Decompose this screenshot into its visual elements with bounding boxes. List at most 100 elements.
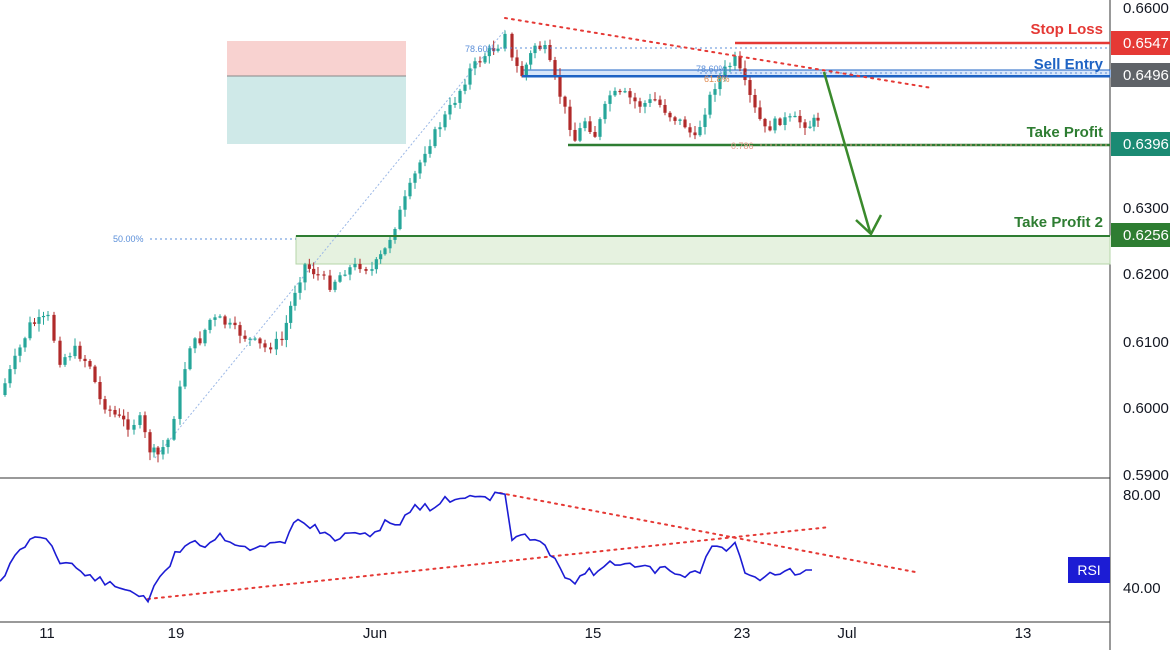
- candle-body: [768, 126, 772, 131]
- candle-body: [510, 33, 514, 58]
- candle-body: [253, 338, 257, 340]
- candle-body: [13, 355, 17, 370]
- candle-body: [458, 90, 462, 103]
- rsi-tick-80: 80.00: [1123, 487, 1161, 504]
- candle-body: [693, 132, 697, 136]
- candle-body: [8, 369, 12, 384]
- candle-body: [783, 117, 787, 125]
- candle-body: [218, 316, 222, 318]
- fib-label-618: 61.8%: [704, 74, 730, 84]
- projection-arrow-head: [855, 214, 883, 237]
- candle-body: [413, 173, 417, 183]
- time-tick-19: 19: [168, 625, 185, 642]
- sell-entry-price-tag: [1111, 63, 1170, 87]
- candle-body: [322, 274, 326, 276]
- price-tick-0610: 0.6100: [1123, 334, 1169, 351]
- candle-body: [93, 366, 97, 383]
- candle-body: [258, 338, 262, 344]
- candle-body: [793, 115, 797, 118]
- candle-body: [688, 127, 692, 133]
- candle-body: [548, 45, 552, 61]
- price-tick-0600: 0.6000: [1123, 400, 1169, 417]
- candle-body: [678, 119, 682, 121]
- sell-entry-price: 0.6496: [1123, 67, 1169, 84]
- candle-body: [633, 97, 637, 102]
- candle-body: [348, 267, 352, 275]
- price-tick-0620: 0.6200: [1123, 266, 1169, 283]
- take-profit-2-price-tag: [1111, 223, 1170, 247]
- candle-body: [143, 415, 147, 433]
- candle-body: [520, 65, 524, 77]
- candle-body: [193, 338, 197, 349]
- candle-body: [172, 418, 176, 440]
- candle-body: [293, 292, 297, 306]
- candle-body: [223, 316, 227, 325]
- sell-entry-label: Sell Entry: [1034, 56, 1104, 73]
- candle-body: [108, 409, 112, 411]
- candle-body: [343, 274, 347, 276]
- candle-body: [280, 338, 284, 341]
- candle-body: [588, 121, 592, 132]
- candle-body: [73, 345, 77, 357]
- candle-body: [83, 358, 87, 362]
- candle-body: [156, 447, 160, 455]
- fib-label-786: 78.60%: [465, 44, 496, 54]
- candle-body: [496, 48, 500, 51]
- candle-body: [492, 48, 496, 51]
- candle-body: [328, 275, 332, 290]
- price-tick-0590: 0.5900: [1123, 467, 1169, 484]
- candle-body: [393, 229, 397, 240]
- candle-body: [487, 48, 491, 57]
- candle-body: [533, 45, 537, 54]
- stop-loss-price: 0.6547: [1123, 35, 1169, 52]
- candle-body: [203, 329, 207, 344]
- candle-body: [788, 116, 792, 118]
- candle-body: [398, 209, 402, 230]
- candle-body: [553, 60, 557, 76]
- candle-body: [418, 162, 422, 174]
- candle-body: [448, 104, 452, 115]
- candle-body: [303, 264, 307, 283]
- candle-body: [798, 115, 802, 123]
- candle-body: [166, 439, 170, 448]
- rsi-line: [0, 491, 812, 604]
- candle-body: [18, 347, 22, 356]
- candle-body: [618, 90, 622, 93]
- candle-body: [613, 90, 617, 96]
- rsi-badge: [1068, 557, 1110, 583]
- candle-body: [263, 343, 267, 348]
- time-tick-23: 23: [734, 625, 751, 642]
- candle-body: [648, 99, 652, 103]
- descending-trendline: [504, 17, 933, 89]
- rsi-rising-trendline: [147, 526, 831, 600]
- candle-body: [238, 325, 242, 336]
- candle-body: [713, 89, 717, 95]
- rsi-tick-40: 40.00: [1123, 580, 1161, 597]
- candle-body: [438, 127, 442, 130]
- candle-body: [808, 126, 812, 128]
- candle-body: [37, 317, 41, 324]
- time-tick-jul: Jul: [837, 625, 856, 642]
- candle-body: [312, 268, 316, 275]
- candle-body: [58, 340, 62, 365]
- fib-label-0786: 0.786: [731, 141, 754, 151]
- candle-body: [338, 275, 342, 282]
- candle-body: [46, 314, 50, 317]
- candle-body: [408, 182, 412, 197]
- candle-body: [161, 447, 165, 455]
- candle-body: [683, 119, 687, 128]
- candle-body: [23, 338, 27, 348]
- candle-body: [803, 122, 807, 128]
- candle-body: [178, 386, 182, 419]
- candle-body: [583, 121, 587, 129]
- candle-body: [748, 80, 752, 95]
- fib-trendline: [154, 29, 506, 459]
- candle-body: [307, 264, 311, 269]
- candle-body: [708, 94, 712, 115]
- candle-body: [198, 338, 202, 344]
- candle-body: [529, 53, 533, 65]
- time-tick-11: 11: [39, 625, 55, 642]
- candle-body: [643, 102, 647, 107]
- candle-body: [132, 424, 136, 430]
